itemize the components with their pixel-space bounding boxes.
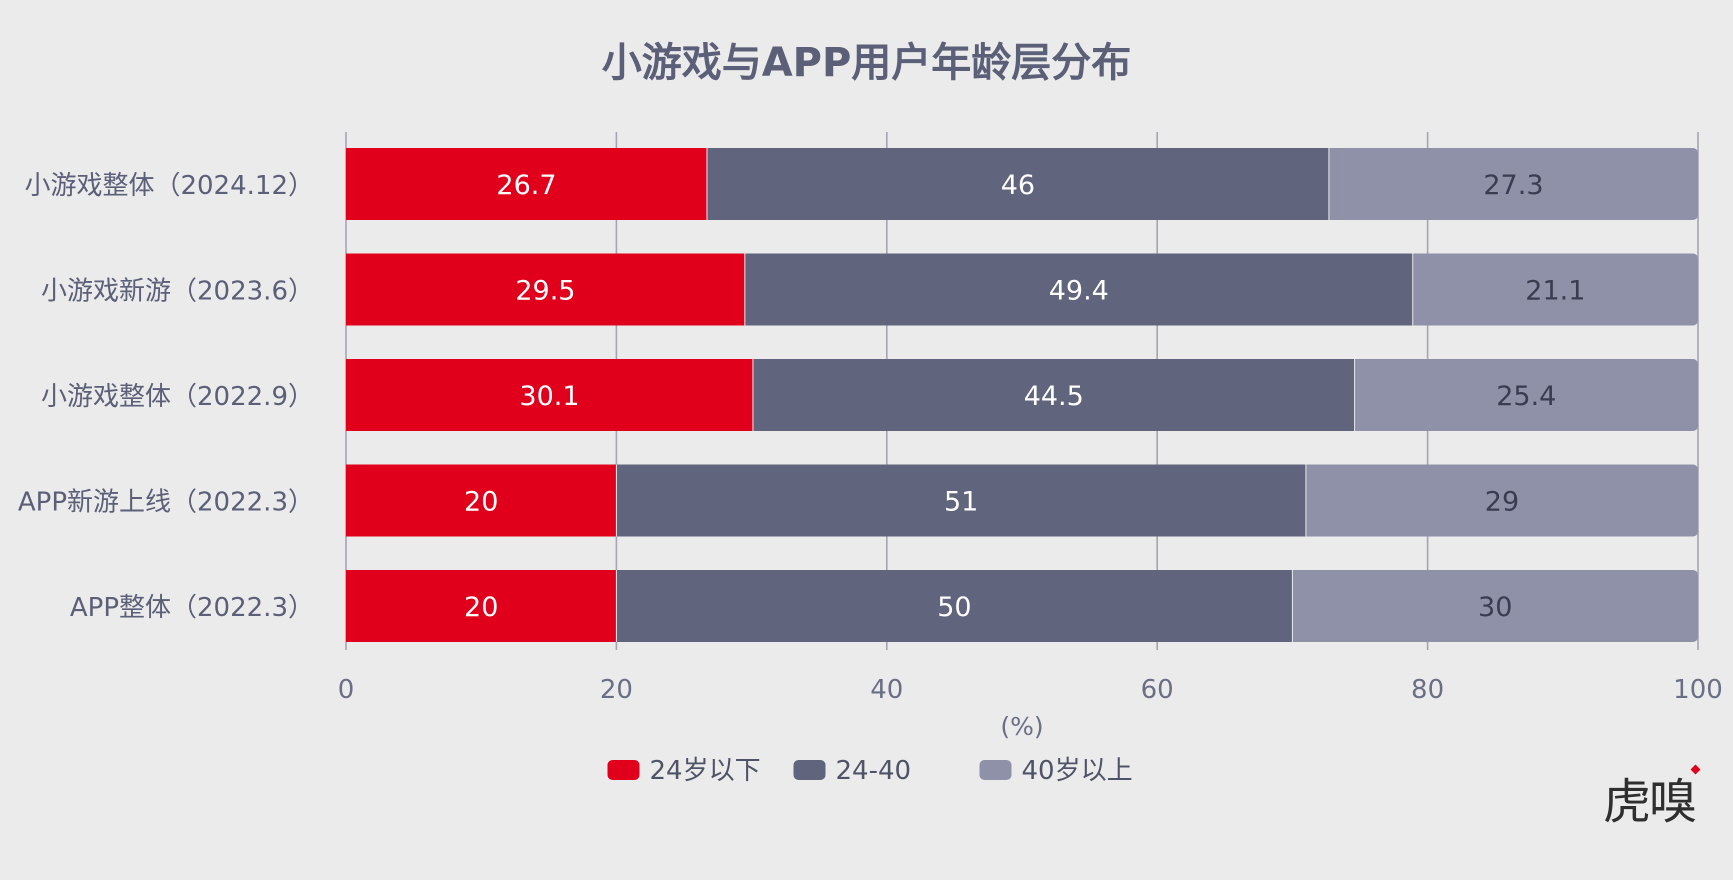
x-tick-label: 40 <box>870 675 903 705</box>
legend-swatch <box>979 760 1012 780</box>
bar-segment <box>346 359 753 431</box>
data-label: 46 <box>1001 170 1035 201</box>
legend-swatch <box>607 760 640 780</box>
bar-segment <box>616 570 1293 642</box>
data-label: 27.3 <box>1483 170 1543 201</box>
data-label: 20 <box>464 592 498 623</box>
data-label: 49.4 <box>1049 276 1109 307</box>
bar-segment <box>616 464 1306 537</box>
bar-segment-join <box>1292 570 1301 642</box>
data-label: 29 <box>1485 487 1519 518</box>
legend-label: 24-40 <box>836 756 912 786</box>
data-label: 29.5 <box>515 276 575 307</box>
bar-segment-join <box>1354 359 1363 431</box>
legend-label: 24岁以下 <box>650 756 761 786</box>
data-label: 51 <box>944 487 978 518</box>
data-label: 30.1 <box>519 381 579 412</box>
x-tick-label: 80 <box>1411 675 1444 705</box>
brand-logo: 虎嗅 <box>1602 762 1701 832</box>
bar-segment-join <box>1412 253 1421 326</box>
y-category-label: APP新游上线（2022.3） <box>18 488 314 518</box>
y-category-label: 小游戏整体（2022.9） <box>41 382 314 412</box>
bar-segment <box>1354 359 1698 431</box>
y-category-label: 小游戏整体（2024.12） <box>24 171 314 201</box>
x-tick-label: 60 <box>1141 675 1174 705</box>
data-label: 25.4 <box>1496 381 1556 412</box>
bar-segment <box>1328 148 1698 220</box>
y-category-label: APP整体（2022.3） <box>70 593 314 623</box>
data-label: 44.5 <box>1024 381 1084 412</box>
bar-segment <box>752 359 1355 431</box>
bar-segment-join <box>1305 464 1314 537</box>
x-axis-title: (%) <box>1000 712 1043 741</box>
bar-segment <box>1305 464 1698 537</box>
bar-segment <box>1412 253 1698 326</box>
data-label: 30 <box>1478 592 1512 623</box>
data-label: 26.7 <box>496 170 556 201</box>
bar-segment <box>346 253 745 326</box>
x-tick-label: 20 <box>600 675 633 705</box>
y-category-label: 小游戏新游（2023.6） <box>41 277 314 307</box>
data-label: 21.1 <box>1525 276 1585 307</box>
data-label: 50 <box>937 592 971 623</box>
bar-segment <box>744 253 1413 326</box>
bar-segment-join <box>1328 148 1337 220</box>
brand-logo-text: 虎嗅 <box>1602 774 1697 830</box>
legend-swatch <box>793 760 826 780</box>
bar-segment <box>346 464 617 537</box>
bar-segment <box>346 570 617 642</box>
chart-title: 小游戏与APP用户年龄层分布 <box>601 40 1132 86</box>
x-tick-label: 0 <box>338 675 355 705</box>
legend-label: 40岁以上 <box>1022 756 1133 786</box>
x-tick-label: 100 <box>1673 675 1723 705</box>
bar-segment <box>706 148 1329 220</box>
data-label: 20 <box>464 487 498 518</box>
bar-segment <box>346 148 707 220</box>
bar-segment <box>1292 570 1698 642</box>
